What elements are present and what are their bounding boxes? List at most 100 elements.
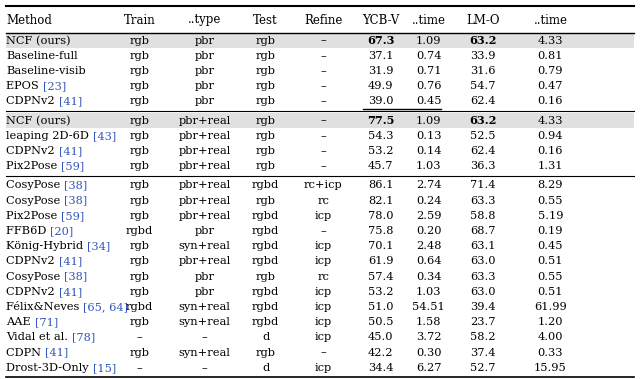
Text: CDPN: CDPN [6, 348, 45, 358]
Text: 0.24: 0.24 [416, 196, 442, 205]
Text: 2.59: 2.59 [416, 211, 442, 221]
Text: d: d [262, 332, 269, 342]
Text: rgb: rgb [255, 272, 276, 282]
Text: 0.16: 0.16 [538, 146, 563, 156]
Text: pbr+real: pbr+real [179, 116, 231, 125]
Text: 0.51: 0.51 [538, 287, 563, 297]
Text: [20]: [20] [51, 226, 74, 236]
Text: 45.0: 45.0 [368, 332, 394, 342]
Text: rgbd: rgbd [252, 241, 279, 251]
Text: Test: Test [253, 14, 278, 27]
Text: Pix2Pose: Pix2Pose [6, 161, 61, 171]
Text: 77.5: 77.5 [367, 115, 394, 126]
Text: [43]: [43] [93, 131, 116, 141]
Text: pbr: pbr [195, 226, 215, 236]
Text: [23]: [23] [43, 81, 66, 91]
Text: 0.55: 0.55 [538, 196, 563, 205]
Text: CDPNv2: CDPNv2 [6, 146, 59, 156]
Text: rgb: rgb [255, 196, 276, 205]
Text: icp: icp [315, 332, 332, 342]
Text: 2.48: 2.48 [416, 241, 442, 251]
Text: rgb: rgb [129, 348, 150, 358]
Text: [38]: [38] [64, 196, 88, 205]
Text: ..time: ..time [412, 14, 446, 27]
Text: rgb: rgb [129, 211, 150, 221]
Text: König-Hybrid: König-Hybrid [6, 241, 87, 251]
Text: rgb: rgb [129, 161, 150, 171]
Text: rgbd: rgbd [252, 317, 279, 327]
Text: rgb: rgb [255, 36, 276, 45]
Text: pbr: pbr [195, 272, 215, 282]
Text: 54.7: 54.7 [470, 81, 496, 91]
Text: 50.5: 50.5 [368, 317, 394, 327]
Text: [59]: [59] [61, 211, 84, 221]
Text: 0.47: 0.47 [538, 81, 563, 91]
Text: AAE: AAE [6, 317, 35, 327]
Text: –: – [321, 66, 326, 76]
Text: rc: rc [317, 196, 329, 205]
Text: 0.45: 0.45 [416, 96, 442, 106]
Text: –: – [321, 116, 326, 125]
Text: 0.14: 0.14 [416, 146, 442, 156]
Text: pbr+real: pbr+real [179, 131, 231, 141]
Text: rc: rc [317, 272, 329, 282]
Text: rgbd: rgbd [252, 302, 279, 312]
Text: CosyPose: CosyPose [6, 196, 64, 205]
Text: [41]: [41] [59, 146, 82, 156]
Text: 82.1: 82.1 [368, 196, 394, 205]
Text: 62.4: 62.4 [470, 146, 496, 156]
Text: rgbd: rgbd [252, 257, 279, 266]
Text: 53.2: 53.2 [368, 146, 394, 156]
Text: rgb: rgb [129, 196, 150, 205]
Text: 0.33: 0.33 [538, 348, 563, 358]
Text: rgb: rgb [255, 146, 276, 156]
Text: NCF (ours): NCF (ours) [6, 116, 71, 126]
Text: CosyPose: CosyPose [6, 180, 64, 190]
Text: 68.7: 68.7 [470, 226, 496, 236]
Text: 49.9: 49.9 [368, 81, 394, 91]
Text: CDPNv2: CDPNv2 [6, 96, 59, 106]
Text: rgb: rgb [129, 287, 150, 297]
Text: 57.4: 57.4 [368, 272, 394, 282]
Text: 0.19: 0.19 [538, 226, 563, 236]
Text: 5.19: 5.19 [538, 211, 563, 221]
Bar [6, 113, 634, 128]
Text: [38]: [38] [64, 180, 88, 190]
Text: pbr+real: pbr+real [179, 211, 231, 221]
Text: 1.58: 1.58 [416, 317, 442, 327]
Text: rgb: rgb [255, 131, 276, 141]
Text: 0.94: 0.94 [538, 131, 563, 141]
Text: [71]: [71] [35, 317, 58, 327]
Text: 0.34: 0.34 [416, 272, 442, 282]
Text: rgb: rgb [129, 51, 150, 61]
Text: 1.03: 1.03 [416, 287, 442, 297]
Text: [41]: [41] [45, 348, 68, 358]
Text: 52.7: 52.7 [470, 363, 496, 373]
Text: –: – [137, 363, 142, 373]
Text: 62.4: 62.4 [470, 96, 496, 106]
Text: rgb: rgb [129, 96, 150, 106]
Text: Drost-3D-Only: Drost-3D-Only [6, 363, 93, 373]
Text: 63.0: 63.0 [470, 257, 496, 266]
Text: 0.79: 0.79 [538, 66, 563, 76]
Text: 71.4: 71.4 [470, 180, 496, 190]
Text: [41]: [41] [59, 96, 82, 106]
Text: rgbd: rgbd [252, 180, 279, 190]
Text: pbr+real: pbr+real [179, 146, 231, 156]
Text: rgb: rgb [129, 66, 150, 76]
Text: 3.72: 3.72 [416, 332, 442, 342]
Text: 61.9: 61.9 [368, 257, 394, 266]
Text: 4.33: 4.33 [538, 36, 563, 45]
Text: 39.4: 39.4 [470, 302, 496, 312]
Text: Train: Train [124, 14, 156, 27]
Text: 0.64: 0.64 [416, 257, 442, 266]
Text: pbr: pbr [195, 287, 215, 297]
Text: 0.20: 0.20 [416, 226, 442, 236]
Text: leaping 2D-6D: leaping 2D-6D [6, 131, 93, 141]
Text: 0.45: 0.45 [538, 241, 563, 251]
Text: –: – [137, 332, 142, 342]
Text: 6.27: 6.27 [416, 363, 442, 373]
Text: ..type: ..type [188, 14, 221, 27]
Text: pbr: pbr [195, 81, 215, 91]
Text: Method: Method [6, 14, 52, 27]
